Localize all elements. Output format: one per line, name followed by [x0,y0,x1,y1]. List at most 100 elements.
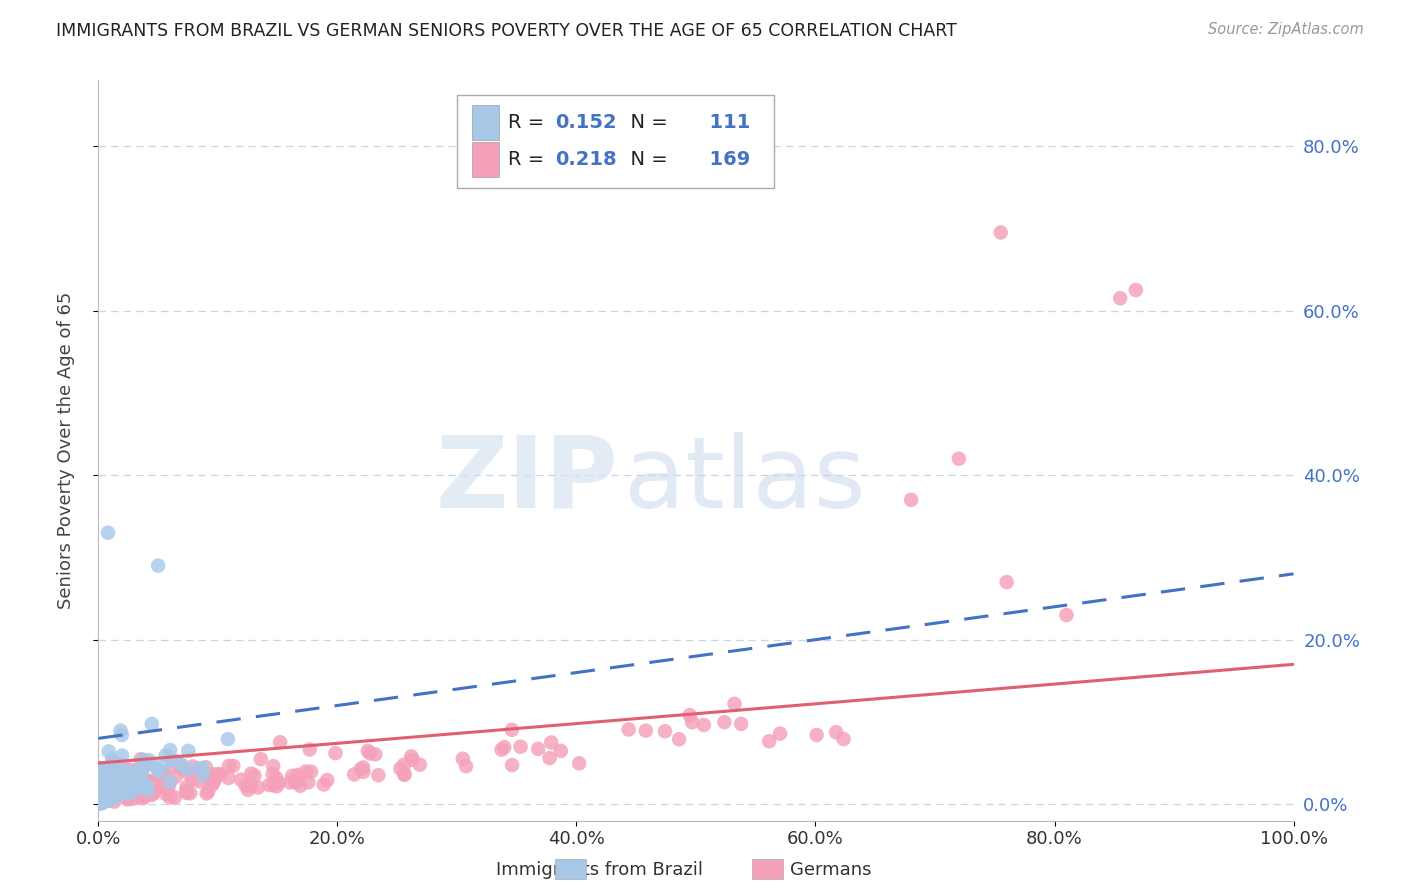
Point [134,754,156,768]
Point [111,728,134,742]
Point [681,715,703,730]
Point [159,743,181,757]
Point [152,778,174,792]
Point [114,776,136,790]
Point [832,731,855,746]
Point [494,740,516,755]
Point [104,773,127,788]
Point [401,749,423,764]
Point [454,759,477,773]
Point [263,778,285,792]
Point [98,783,121,797]
Point [117,791,139,805]
Point [197,772,219,786]
Point [120,786,142,800]
Text: 169: 169 [696,150,751,169]
Point [165,770,187,784]
Point [124,778,146,792]
Point [89,762,111,776]
Point [103,795,125,809]
Point [112,784,135,798]
Point [108,788,131,802]
Point [108,780,131,795]
Point [246,780,269,795]
Point [131,756,153,770]
Text: ZIP: ZIP [436,432,619,529]
Point [105,765,128,780]
Point [195,786,218,800]
Point [249,752,271,766]
Point [693,718,716,732]
Point [679,708,702,723]
Text: Immigrants from Brazil: Immigrants from Brazil [496,861,703,879]
Point [115,778,138,792]
Point [295,764,318,779]
Point [155,748,177,763]
Point [402,753,425,767]
Point [617,723,640,737]
Point [93,786,115,800]
Point [179,786,201,800]
Point [97,744,120,758]
Point [91,764,114,778]
Point [201,778,224,792]
Point [163,754,186,768]
Point [142,773,165,788]
Point [101,780,124,795]
Point [723,697,745,711]
Point [141,717,163,731]
Point [110,787,132,801]
Point [352,764,374,779]
Point [758,734,780,748]
Point [100,767,122,781]
Point [131,768,153,782]
Point [101,784,124,798]
Point [87,772,110,787]
Point [159,790,181,805]
Point [114,773,136,788]
Point [93,762,115,776]
Point [239,779,262,793]
Point [316,773,339,788]
Point [101,773,124,788]
Text: Source: ZipAtlas.com: Source: ZipAtlas.com [1208,22,1364,37]
Point [131,753,153,767]
Point [172,758,194,772]
Point [141,788,163,802]
Point [269,735,291,749]
Point [172,761,194,775]
Point [668,732,690,747]
Text: Germans: Germans [790,861,872,879]
Point [262,759,284,773]
Point [129,752,152,766]
Text: IMMIGRANTS FROM BRAZIL VS GERMAN SENIORS POVERTY OVER THE AGE OF 65 CORRELATION : IMMIGRANTS FROM BRAZIL VS GERMAN SENIORS… [56,22,957,40]
Text: 0.152: 0.152 [555,113,617,132]
Point [120,763,142,777]
Point [96,764,118,778]
Point [297,775,319,789]
Point [97,761,120,775]
Point [181,772,204,786]
Point [90,768,112,782]
Y-axis label: Seniors Poverty Over the Age of 65: Seniors Poverty Over the Age of 65 [56,292,75,609]
Point [98,775,121,789]
Point [90,766,112,780]
Point [209,767,232,781]
Point [125,790,148,805]
Point [181,759,204,773]
Point [156,782,179,797]
Point [392,757,415,772]
Point [94,778,117,792]
Point [94,793,117,807]
Point [359,747,381,761]
Point [124,764,146,778]
Point [176,762,198,776]
Point [94,789,117,803]
Point [96,787,118,801]
Point [157,780,180,795]
Point [143,775,166,789]
Point [125,768,148,782]
Point [1109,291,1132,305]
Point [93,787,115,801]
Point [96,769,118,783]
